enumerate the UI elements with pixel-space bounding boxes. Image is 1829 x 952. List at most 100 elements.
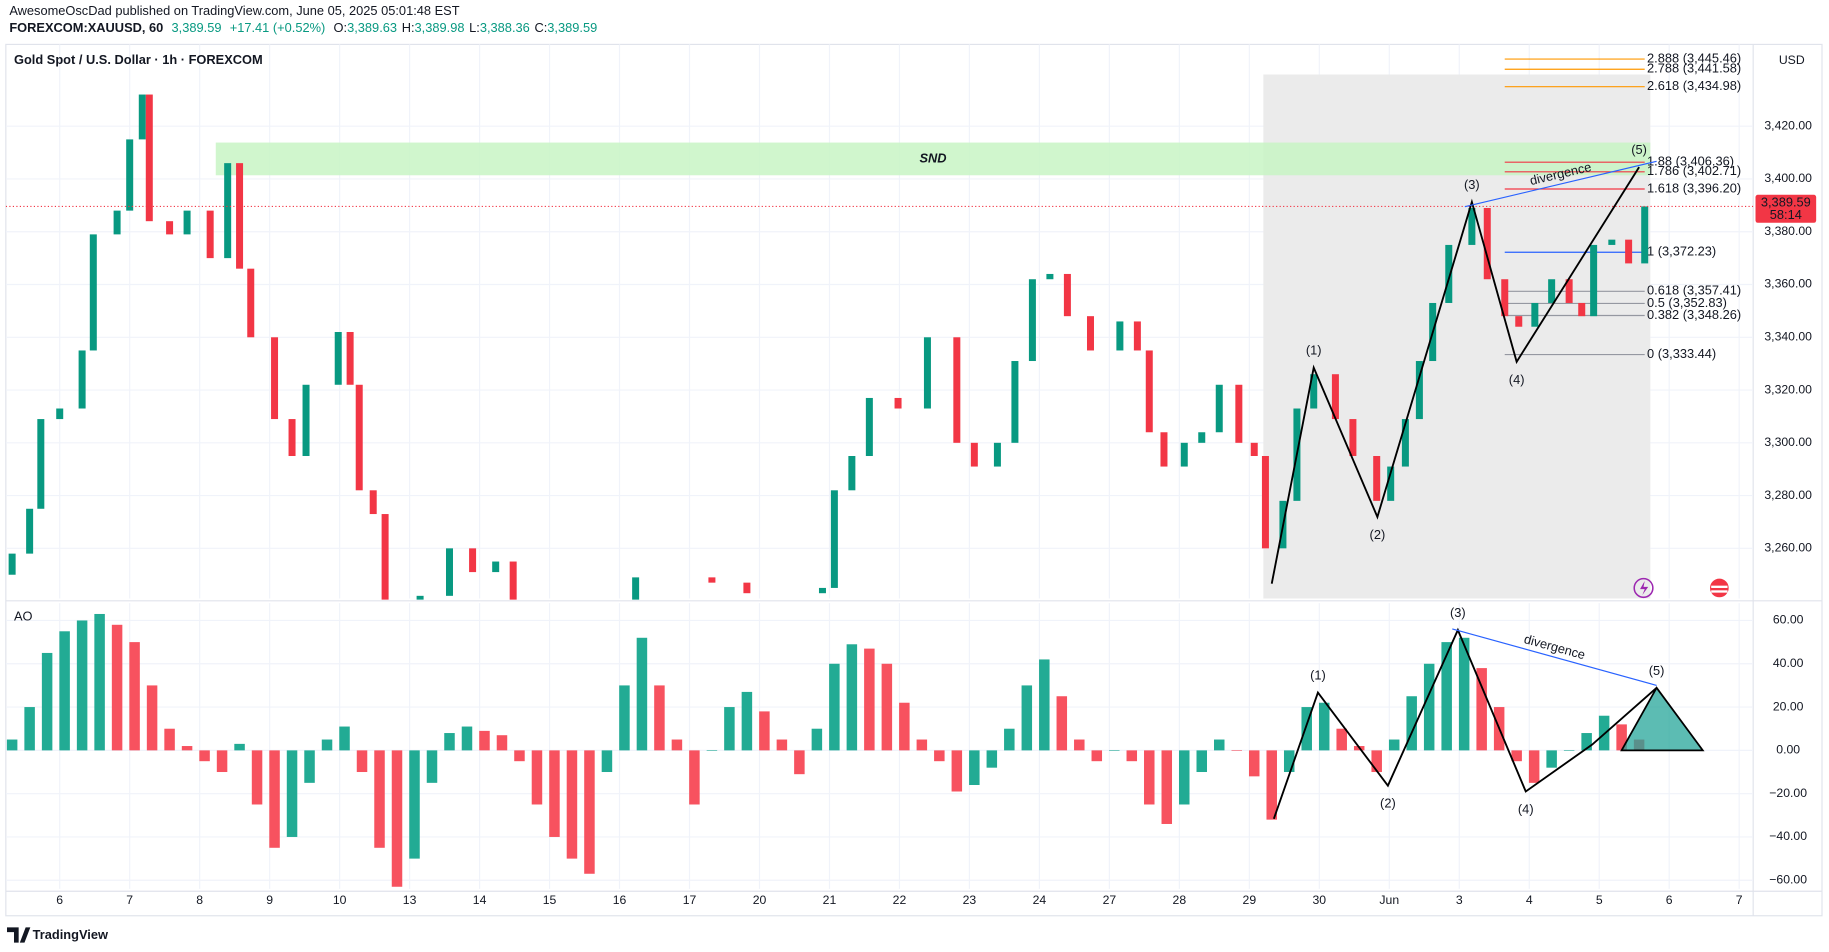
ao-bar — [339, 726, 350, 751]
candle — [469, 548, 477, 573]
ao-bar — [409, 750, 420, 859]
candle — [1198, 432, 1206, 443]
candle — [1501, 279, 1509, 317]
x-tick-label: 8 — [196, 893, 203, 907]
divergence-line — [1452, 628, 1657, 686]
candle — [1261, 456, 1269, 549]
candle — [1116, 321, 1124, 351]
ao-bar — [461, 726, 473, 751]
x-tick-label: 16 — [613, 893, 627, 907]
x-tick-label: 29 — [1243, 893, 1257, 907]
y-tick-label: 3,320.00 — [1764, 382, 1812, 396]
ao-bar — [864, 648, 875, 751]
ao-bar — [619, 685, 630, 751]
fib-label: 1.618 (3,396.20) — [1647, 180, 1741, 195]
ao-bar — [41, 652, 53, 751]
zone-label: SND — [919, 150, 946, 165]
x-tick-label: 24 — [1033, 893, 1047, 907]
candle — [334, 331, 342, 385]
brand: TradingView — [33, 927, 108, 942]
candle — [848, 456, 856, 491]
candle — [37, 419, 45, 509]
y-tick-label: 20.00 — [1773, 699, 1804, 713]
ao-pane — [5, 603, 1754, 889]
ao-bar — [759, 711, 770, 751]
alert-icon[interactable] — [1633, 577, 1654, 599]
candle — [708, 577, 716, 583]
y-tick-label: 60.00 — [1773, 613, 1804, 627]
candle — [1145, 350, 1153, 433]
wave-label: (5) — [1649, 663, 1665, 678]
candle — [183, 210, 191, 235]
x-tick-label: 3 — [1456, 893, 1463, 907]
ao-bar — [1371, 750, 1382, 773]
x-tick-label: 7 — [1736, 893, 1743, 907]
ao-bar — [304, 750, 315, 783]
flag-icon[interactable] — [1710, 578, 1729, 598]
wave-label: (3) — [1450, 605, 1466, 620]
candle — [247, 268, 255, 338]
candle — [1608, 239, 1616, 245]
candle — [818, 587, 826, 594]
y-tick-label: 40.00 — [1773, 656, 1804, 670]
wave-label: (1) — [1306, 343, 1322, 358]
x-tick-label: 13 — [403, 893, 417, 907]
x-tick-label: 10 — [333, 893, 347, 907]
x-tick-label: 21 — [823, 893, 837, 907]
candle — [1468, 207, 1476, 245]
wave-label: (5) — [1631, 142, 1647, 157]
last-price-box — [1755, 194, 1817, 223]
fib-label: 1.88 (3,406.36) — [1647, 154, 1734, 169]
candle — [1235, 384, 1243, 443]
y-tick-label: 3,380.00 — [1764, 224, 1812, 238]
publisher-line: AwesomeOscDad published on TradingView.c… — [9, 3, 459, 18]
ao-title: AO — [14, 609, 33, 624]
flag-stripe — [1711, 590, 1728, 593]
y-tick-label: 3,400.00 — [1764, 171, 1812, 185]
candle — [346, 331, 354, 385]
candle — [865, 397, 873, 457]
y-tick-label: 3,300.00 — [1764, 435, 1812, 449]
candle — [302, 384, 310, 457]
x-tick-label: 30 — [1313, 893, 1327, 907]
candle — [78, 350, 86, 409]
ao-bar — [129, 642, 140, 751]
candle — [236, 163, 244, 269]
wave-line — [1270, 166, 1640, 584]
candle — [1483, 207, 1491, 280]
candle — [445, 548, 453, 596]
ao-bar — [514, 750, 525, 762]
ao-bar — [234, 743, 245, 751]
ao-bar — [1266, 750, 1277, 820]
ao-bar — [496, 735, 508, 751]
ohlc-label: C: — [534, 21, 547, 36]
overlay: 6 7 8 9 10 13 14 15 16 17 20 21 22 23 24 27 28 29 30 Jun 3 4 5… — [56, 118, 1817, 907]
ao-bar — [1318, 702, 1330, 751]
candle — [288, 419, 296, 457]
ao-bar — [1388, 739, 1400, 751]
x-tick-label: 23 — [963, 893, 977, 907]
ao-bar — [1248, 750, 1260, 777]
ao-bar — [584, 750, 595, 874]
ohlc-value: 3,389.59 — [547, 21, 597, 36]
divergence-line — [1464, 160, 1657, 208]
candle — [1445, 244, 1453, 303]
fib-label: 0.618 (3,357.41) — [1647, 283, 1741, 298]
ao-bar — [356, 750, 368, 773]
candle — [126, 139, 134, 211]
ao-bar — [934, 750, 945, 762]
candle — [1625, 239, 1633, 264]
ao-bar — [549, 750, 560, 837]
x-tick-label: 22 — [893, 893, 907, 907]
candle — [970, 442, 978, 467]
last-price-label: 3,389.59 — [1761, 194, 1811, 209]
ao-bar — [794, 750, 805, 775]
fib-label: 2.618 (3,434.98) — [1647, 78, 1741, 93]
ao-bar — [654, 685, 665, 751]
wave-label: (1) — [1310, 668, 1326, 683]
candle — [1590, 244, 1598, 317]
wave-label: (2) — [1370, 527, 1386, 542]
candle — [509, 561, 517, 600]
candle — [355, 384, 363, 491]
